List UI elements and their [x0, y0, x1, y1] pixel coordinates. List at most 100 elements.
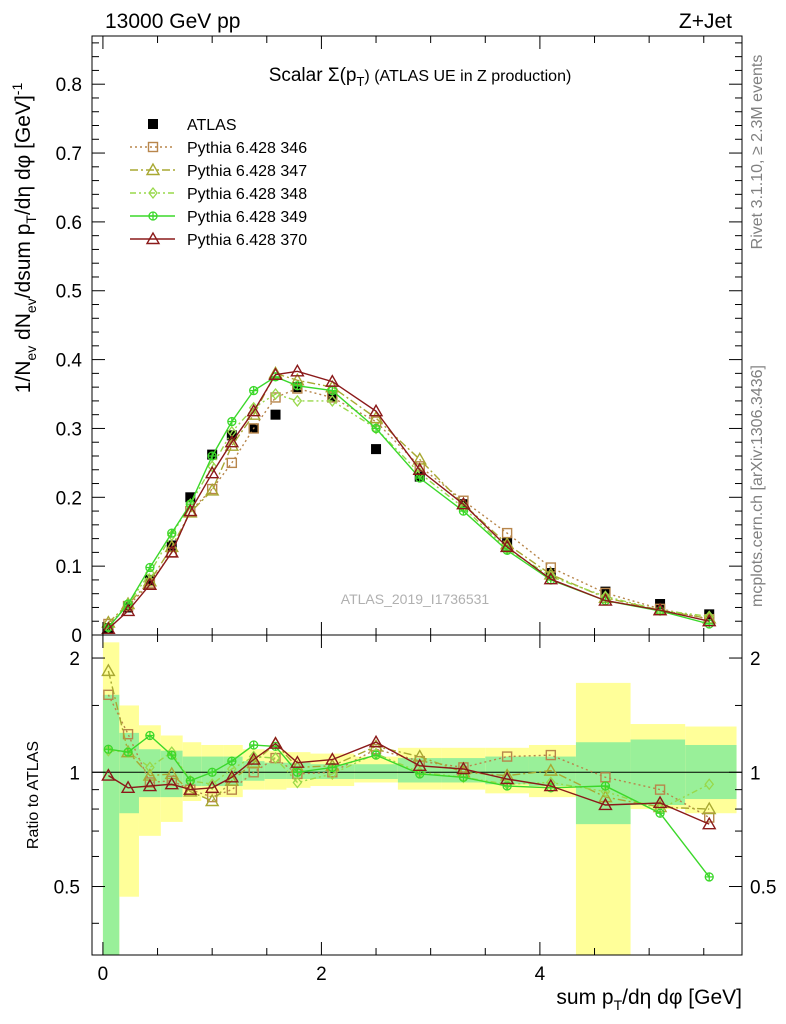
ratio-point-s346-14	[501, 751, 513, 762]
ratio-point-s349-16	[600, 781, 611, 791]
ratio-point-s347-4	[183, 784, 198, 797]
ratio-point-s347-0	[101, 663, 116, 677]
ratio-point-s349-1	[123, 747, 133, 757]
main-point-atlas-4	[185, 492, 196, 503]
main-point-s370-18	[702, 613, 717, 627]
legend-label-s370: Pythia 6.428 370	[187, 232, 307, 249]
legend: ATLAS Pythia 6.428 346 Pythia 6.428 347 Pyt…	[130, 117, 307, 249]
ratio-point-s348-8	[270, 752, 281, 765]
main-ytick-label-5: 0.5	[56, 282, 82, 303]
ratio-point-s348-10	[327, 767, 338, 780]
main-ytick-label-4: 0.4	[56, 351, 83, 372]
ratio-point-s370-4	[183, 782, 198, 795]
main-point-s348-9	[292, 394, 303, 407]
x-axis-label: sum pT/dη dφ [GeV]	[556, 986, 742, 1013]
main-point-s349-6	[227, 416, 237, 427]
main-point-s347-6	[224, 438, 240, 451]
main-point-s349-2	[145, 562, 155, 573]
header-left: 13000 GeV pp	[105, 10, 240, 33]
main-point-s370-3	[164, 544, 179, 558]
ratio-point-s370-17	[652, 795, 668, 809]
main-point-s370-9	[290, 363, 305, 377]
main-point-s370-14	[499, 539, 515, 553]
main-point-s349-7	[249, 385, 259, 396]
ratio-point-s370-6	[224, 769, 240, 783]
ratio-point-s347-15	[543, 763, 559, 776]
ratio-point-s349-6	[227, 756, 237, 766]
ratio-point-s370-2	[142, 778, 158, 792]
main-point-s370-10	[325, 374, 340, 387]
ratio-point-s348-9	[292, 776, 303, 789]
main-point-s348-8	[270, 387, 281, 401]
main-point-atlas-11	[371, 444, 382, 455]
legend-marker-s347	[145, 162, 161, 176]
main-point-s370-2	[142, 577, 158, 590]
main-point-s370-8	[268, 367, 283, 380]
main-point-s349-9	[292, 381, 303, 391]
legend-marker-s349	[148, 211, 158, 221]
ratio-point-s346-15	[545, 749, 557, 761]
ratio-band-inner-8	[264, 762, 287, 780]
main-point-s370-12	[412, 462, 427, 475]
rivet-label: Rivet 3.1.10, ≥ 2.3M events	[749, 55, 766, 250]
ratio-point-s349-2	[145, 730, 155, 741]
ratio-point-s346-0	[103, 689, 114, 701]
ratio-point-s348-13	[458, 771, 469, 784]
plot-title-main: Scalar Σ(p	[269, 65, 357, 86]
legend-marker-atlas	[148, 119, 158, 129]
ratio-line-s348	[108, 750, 710, 810]
main-point-s346-6	[226, 457, 238, 469]
ratio-line-s370	[108, 741, 710, 825]
main-point-s346-7	[248, 423, 259, 434]
main-point-s370-6	[224, 434, 240, 448]
ratio-point-s370-7	[246, 752, 261, 765]
ratio-xtick-label-1: 2	[316, 964, 327, 985]
legend-marker-s348	[148, 186, 158, 200]
main-point-s370-16	[598, 593, 613, 606]
main-line-s346	[107, 387, 710, 625]
main-point-s346-12	[414, 461, 425, 472]
main-point-atlas-8	[270, 409, 281, 420]
main-point-s349-18	[704, 619, 714, 629]
main-line-s349	[107, 376, 710, 628]
ratio-point-s370-10	[325, 752, 340, 765]
main-point-s347-5	[204, 483, 220, 496]
main-point-s348-10	[327, 394, 338, 407]
ratio-point-s347-6	[224, 773, 240, 786]
ratio-point-s370-12	[412, 758, 427, 772]
legend-label-s347: Pythia 6.428 347	[187, 163, 307, 180]
legend-label-s349: Pythia 6.428 349	[187, 209, 307, 226]
ratio-plot-frame	[91, 634, 743, 956]
main-point-s370-13	[456, 496, 471, 510]
main-point-s346-8	[270, 392, 281, 403]
header-right: Z+Jet	[679, 10, 732, 33]
main-point-s370-11	[368, 403, 384, 417]
main-point-s370-4	[183, 503, 198, 517]
ratio-xtick-label-0: 0	[98, 964, 109, 985]
ratio-plot-panel: 0.5 0.5 1 1 2 2 0 2 4	[54, 634, 776, 985]
ratio-point-s349-12	[415, 769, 425, 779]
main-point-atlas-10	[327, 392, 338, 403]
main-ytick-label-8: 0.8	[56, 75, 82, 96]
ratio-point-s370-8	[268, 736, 283, 749]
main-point-s349-3	[167, 528, 177, 538]
ratio-ytick-label-0: 0.5	[54, 878, 80, 899]
main-y-axis-label: 1/Nev dNev/dsum pT/dη dφ [GeV]-1	[9, 83, 39, 394]
ratio-point-s347-16	[598, 789, 613, 803]
ratio-point-s349-9	[292, 767, 303, 777]
watermark: ATLAS_2019_I1736531	[341, 591, 490, 607]
ratio-point-s346-3	[166, 775, 177, 786]
ratio-point-s348-18	[704, 778, 715, 791]
ratio-ytick-label-1: 1	[69, 763, 80, 784]
main-point-s349-11	[371, 423, 381, 434]
ratio-point-s370-13	[456, 761, 471, 775]
ratio-point-s349-0	[103, 744, 114, 754]
ratio-point-s347-18	[702, 801, 717, 815]
ratio-point-s370-15	[543, 778, 559, 792]
plot-title: Scalar Σ(pT) (ATLAS UE in Z production)	[269, 65, 572, 89]
ratio-point-s370-18	[702, 816, 717, 830]
ratio-point-s349-7	[249, 740, 259, 750]
main-ytick-label-7: 0.7	[56, 144, 82, 165]
main-point-s370-15	[543, 571, 559, 585]
ratio-band-inner-11	[354, 764, 398, 780]
